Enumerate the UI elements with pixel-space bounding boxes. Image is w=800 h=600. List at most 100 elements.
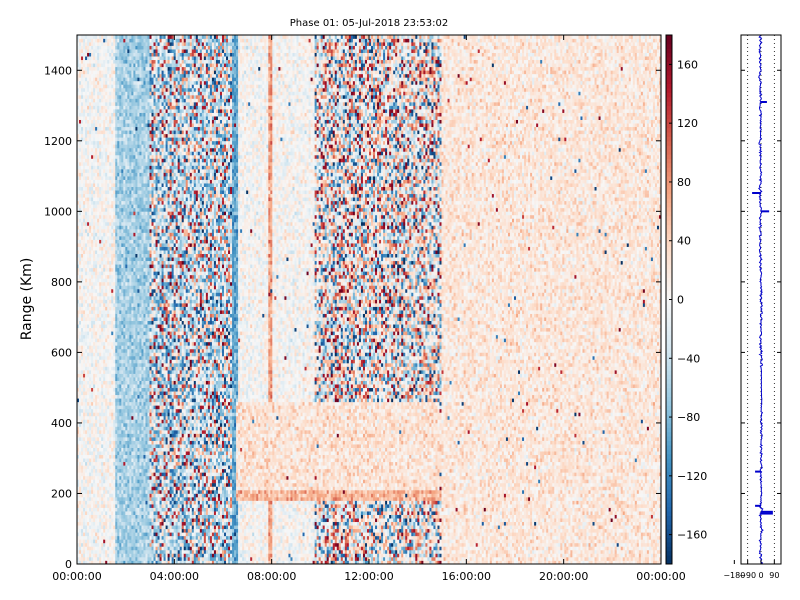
heatmap-cell [91, 546, 93, 550]
heatmap-cell [117, 525, 119, 529]
heatmap-cell [87, 338, 89, 342]
heatmap-cell [105, 296, 107, 300]
heatmap-cell [95, 335, 97, 339]
heatmap-cell [109, 67, 111, 71]
heatmap-cell [85, 310, 87, 314]
heatmap-cell [115, 144, 117, 148]
heatmap-cell [113, 434, 115, 438]
heatmap-cell [115, 536, 117, 540]
heatmap-cell [105, 165, 107, 169]
heatmap-cell [89, 158, 91, 162]
heatmap-cell [97, 518, 99, 522]
heatmap-cell [79, 511, 81, 515]
heatmap-cell [111, 515, 113, 519]
heatmap-cell [109, 359, 111, 363]
heatmap-cell [101, 472, 103, 476]
heatmap-cell [117, 271, 119, 275]
heatmap-cell [111, 116, 113, 120]
heatmap-cell [109, 300, 111, 304]
heatmap-cell [79, 81, 81, 85]
heatmap-cell [95, 324, 97, 328]
heatmap-cell [105, 67, 107, 71]
heatmap-cell [115, 271, 117, 275]
heatmap-cell [113, 53, 115, 57]
heatmap-cell [109, 388, 111, 392]
heatmap-cell [117, 335, 119, 339]
heatmap-cell [115, 314, 117, 318]
heatmap-cell [81, 106, 83, 110]
heatmap-cell [115, 543, 117, 547]
heatmap-cell [81, 310, 83, 314]
heatmap-cell [109, 123, 111, 127]
heatmap-cell [81, 469, 83, 473]
heatmap-cell [93, 356, 95, 360]
heatmap-cell [93, 116, 95, 120]
heatmap-cell [113, 504, 115, 508]
heatmap-cell [103, 486, 105, 490]
heatmap-cell [117, 349, 119, 353]
heatmap-cell [79, 95, 81, 99]
heatmap-cell [101, 448, 103, 452]
heatmap-cell [109, 437, 111, 441]
heatmap-cell [115, 402, 117, 406]
heatmap-cell [89, 222, 91, 226]
heatmap-cell [111, 359, 113, 363]
heatmap-cell [109, 141, 111, 145]
heatmap-cell [105, 328, 107, 332]
heatmap-cell [97, 77, 99, 81]
heatmap-cell [83, 352, 85, 356]
heatmap-cell [113, 261, 115, 265]
heatmap-cell [113, 518, 115, 522]
heatmap-cell [93, 384, 95, 388]
heatmap-cell [89, 173, 91, 177]
heatmap-cell [107, 359, 109, 363]
heatmap-cell [87, 525, 89, 529]
heatmap-cell [111, 384, 113, 388]
heatmap-cell [97, 300, 99, 304]
heatmap-cell [101, 285, 103, 289]
heatmap-cell [89, 165, 91, 169]
heatmap-cell [117, 472, 119, 476]
heatmap-cell [103, 292, 105, 296]
heatmap-cell [105, 271, 107, 275]
heatmap-cell [113, 63, 115, 67]
heatmap-cell [87, 257, 89, 261]
heatmap-cell [103, 529, 105, 533]
heatmap-cell [81, 169, 83, 173]
heatmap-cell [107, 162, 109, 166]
heatmap-cell [85, 469, 87, 473]
heatmap-cell [97, 127, 99, 131]
heatmap-cell [123, 49, 125, 53]
heatmap-cell [111, 254, 113, 258]
heatmap-cell [113, 367, 115, 371]
heatmap-cell [83, 483, 85, 487]
heatmap-cell [93, 419, 95, 423]
heatmap-cell [109, 81, 111, 85]
heatmap-cell [93, 497, 95, 501]
heatmap-cell [97, 532, 99, 536]
heatmap-cell [89, 88, 91, 92]
heatmap-cell [89, 197, 91, 201]
heatmap-cell [109, 434, 111, 438]
heatmap-cell [99, 441, 101, 445]
heatmap-cell [103, 303, 105, 307]
heatmap-cell [79, 522, 81, 526]
heatmap-cell [99, 243, 101, 247]
heatmap-cell [105, 243, 107, 247]
heatmap-cell [93, 151, 95, 155]
heatmap-cell [97, 328, 99, 332]
heatmap-cell [87, 197, 89, 201]
heatmap-cell [109, 292, 111, 296]
heatmap-cell [113, 123, 115, 127]
heatmap-cell [99, 247, 101, 251]
heatmap-cell [119, 134, 121, 138]
heatmap-cell [85, 130, 87, 134]
heatmap-cell [103, 356, 105, 360]
heatmap-cell [113, 359, 115, 363]
heatmap-cell [107, 444, 109, 448]
heatmap-cell [115, 222, 117, 226]
heatmap-cell [95, 444, 97, 448]
heatmap-cell [91, 391, 93, 395]
heatmap-cell [113, 384, 115, 388]
heatmap-cell [123, 412, 125, 416]
